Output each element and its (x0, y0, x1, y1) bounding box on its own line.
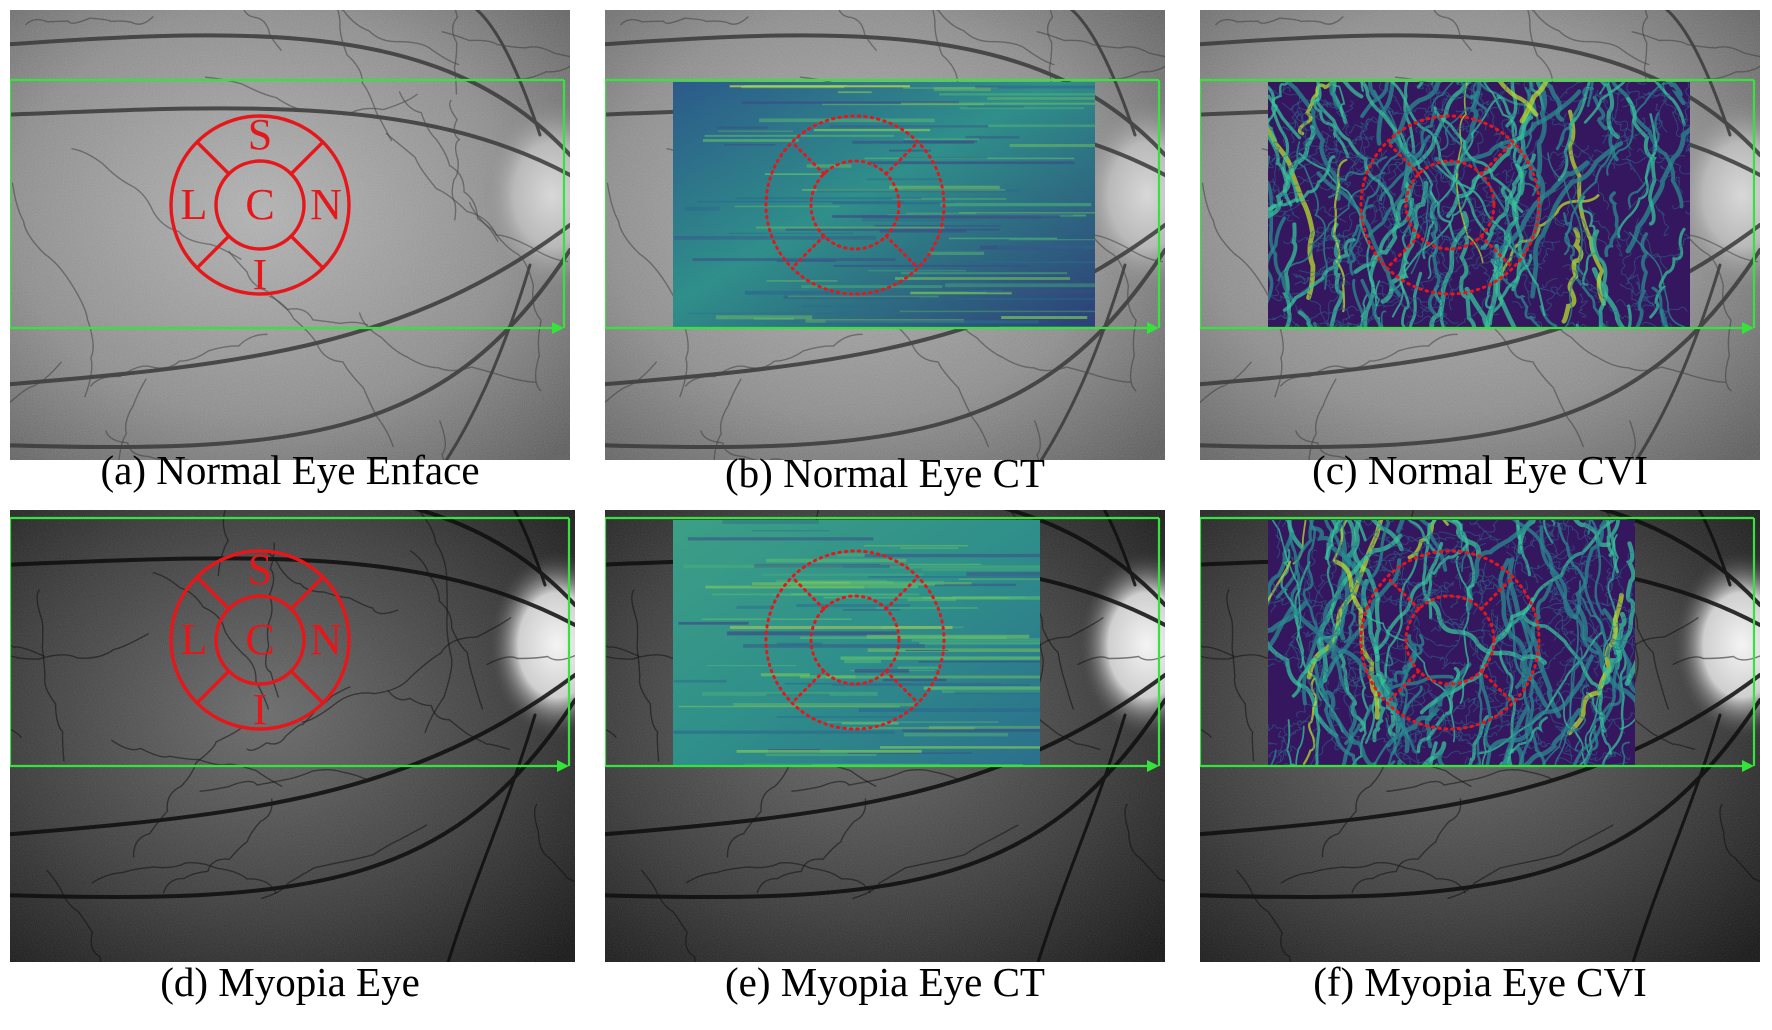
fundus-image-f (1200, 510, 1760, 962)
label-superior: S (248, 110, 272, 159)
scan-direction-arrow-icon (1742, 322, 1754, 334)
retinal-vessels (605, 10, 1165, 460)
label-nasal: N (310, 180, 342, 229)
fundus-image-b (605, 10, 1165, 460)
scan-direction-arrow-icon (1742, 760, 1754, 772)
scan-direction-arrow-icon (1147, 322, 1159, 334)
scan-direction-arrow-icon (557, 760, 569, 772)
scan-region-box (1200, 78, 1756, 330)
vascularity-map (1268, 82, 1690, 328)
retinal-vessels (10, 10, 570, 460)
label-inferior: I (253, 250, 268, 299)
vascularity-map (1268, 520, 1635, 766)
label-superior: S (248, 545, 272, 594)
sector-grid-dotted (1359, 549, 1541, 731)
panel-e-myopia-ct (605, 510, 1165, 962)
fundus-image-a: SC NIL (10, 10, 570, 460)
thickness-heatmap (673, 520, 1040, 766)
fundus-image-d: SC NIL (10, 510, 575, 962)
scan-direction-arrow-icon (552, 322, 564, 334)
caption-d: (d) Myopia Eye (160, 959, 420, 1005)
caption-a: (a) Normal Eye Enface (100, 447, 480, 493)
thickness-heatmap (673, 82, 1095, 328)
label-center: C (245, 615, 274, 664)
scan-region-box (10, 78, 566, 330)
sector-grid-dotted (1359, 114, 1541, 296)
caption-c: (c) Normal Eye CVI (1312, 447, 1648, 493)
label-inferior: I (253, 685, 268, 734)
label-lateral: L (181, 615, 208, 664)
sector-grid-dotted (764, 114, 946, 296)
label-lateral: L (181, 180, 208, 229)
panel-c-normal-cvi (1200, 10, 1760, 460)
fundus-image-c (1200, 10, 1760, 460)
caption-b: (b) Normal Eye CT (725, 450, 1045, 496)
label-nasal: N (310, 615, 342, 664)
label-center: C (245, 180, 274, 229)
caption-e: (e) Myopia Eye CT (725, 959, 1045, 1005)
scan-region-box (605, 78, 1161, 330)
sector-grid (169, 114, 351, 296)
scan-region-box (1200, 516, 1756, 768)
panel-f-myopia-cvi (1200, 510, 1760, 962)
fundus-image-e (605, 510, 1165, 962)
scan-region-box (605, 516, 1161, 768)
scan-direction-arrow-icon (1147, 760, 1159, 772)
retinal-vessels (10, 510, 575, 962)
caption-f: (f) Myopia Eye CVI (1313, 959, 1647, 1005)
sector-grid-dotted (764, 549, 946, 731)
scan-region-box (10, 516, 571, 768)
panel-b-normal-ct (605, 10, 1165, 460)
sector-grid (169, 549, 351, 731)
